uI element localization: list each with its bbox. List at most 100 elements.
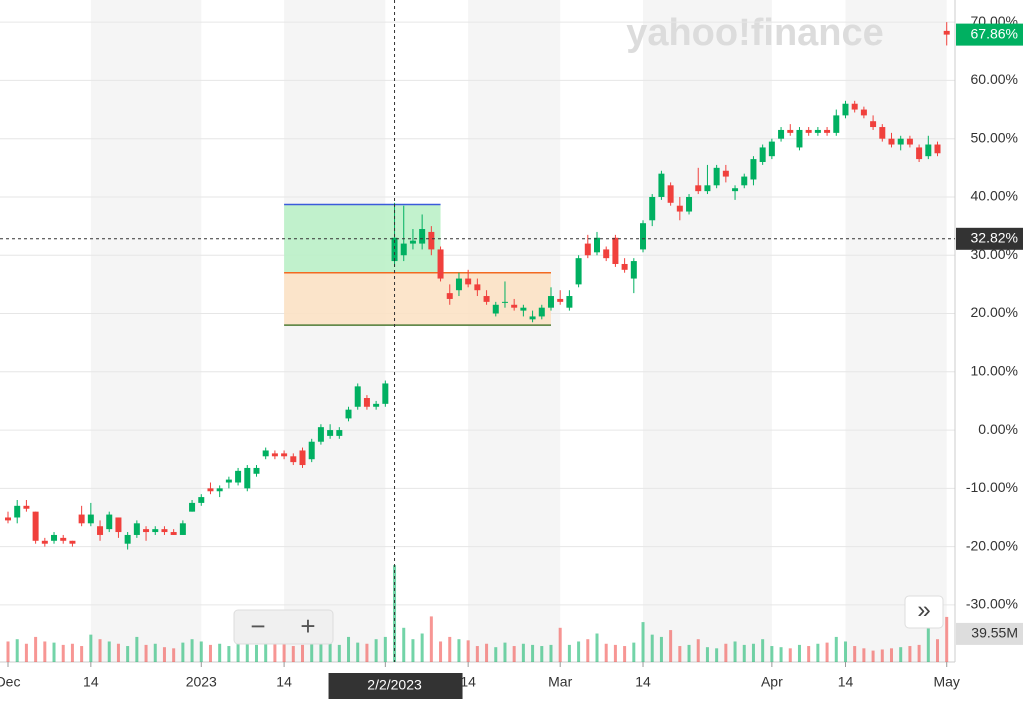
candle-body (768, 141, 775, 157)
crosshair-x-box (328, 673, 463, 699)
volume-bar (779, 647, 783, 662)
last-price-label: 67.86% (971, 25, 1018, 41)
volume-bar (834, 636, 838, 662)
x-tick-label: 2023 (186, 674, 217, 690)
volume-bar (862, 648, 866, 662)
zoom-controls (233, 609, 334, 645)
period-band (284, 0, 386, 662)
candle-body (409, 240, 416, 244)
y-tick-label: -20.00% (966, 537, 1018, 553)
volume-bar (429, 616, 433, 662)
volume-bar (98, 639, 102, 662)
volume-bar (613, 644, 617, 662)
zoom-out-button[interactable]: − (250, 611, 265, 641)
volume-bar (669, 630, 673, 662)
candle-body (87, 514, 94, 524)
candle-body (41, 540, 48, 544)
candle-body (759, 147, 766, 163)
y-tick-label: 30.00% (971, 246, 1018, 262)
volume-bar (485, 643, 489, 662)
volume-bar (641, 622, 645, 662)
volume-bar (678, 646, 682, 662)
volume-bar (577, 641, 581, 662)
volume-bar (632, 642, 636, 662)
candle-body (152, 529, 159, 533)
candle-body (501, 301, 508, 303)
y-tick-label: 20.00% (971, 304, 1018, 320)
candle-body (327, 430, 334, 436)
volume-bar (595, 633, 599, 662)
volume-bar (70, 643, 74, 662)
candle-body (32, 511, 39, 541)
volume-bar (402, 627, 406, 662)
candle-body (179, 523, 186, 535)
volume-bar (926, 627, 930, 662)
candle-body (216, 488, 223, 492)
candle-body (281, 453, 288, 457)
volume-bar (439, 641, 443, 662)
volume-bar (623, 646, 627, 662)
volume-bar (190, 639, 194, 662)
volume-bar (107, 641, 111, 662)
expand-button[interactable]: » (917, 596, 930, 623)
volume-bar (420, 633, 424, 662)
zoom-in-button[interactable]: + (300, 611, 315, 641)
volume-bar (24, 643, 28, 662)
candle-body (317, 427, 324, 442)
volume-bar (797, 644, 801, 662)
candle-body (594, 237, 601, 253)
candle-body (649, 196, 656, 221)
volume-bar (475, 646, 479, 662)
candle-body (363, 398, 370, 407)
volume-bar (89, 634, 93, 662)
candle-body (520, 307, 527, 311)
candle-body (97, 526, 104, 535)
volume-bar (337, 644, 341, 662)
candle-body (106, 514, 113, 530)
volume-bar (687, 644, 691, 662)
candle-body (943, 30, 950, 35)
volume-bar (319, 642, 323, 662)
volume-bar (282, 639, 286, 662)
candle-body (676, 205, 683, 212)
volume-bar (770, 646, 774, 662)
candle-body (170, 532, 177, 535)
volume-bar (742, 644, 746, 662)
y-tick-label: 60.00% (971, 71, 1018, 87)
candle-body (722, 170, 729, 177)
candle-body (547, 296, 554, 308)
volume-bar (34, 636, 38, 662)
x-tick-label: 14 (838, 674, 854, 690)
y-tick-label: -10.00% (966, 479, 1018, 495)
volume-bar (549, 644, 553, 662)
y-tick-label: -30.00% (966, 596, 1018, 612)
candle-body (5, 517, 12, 521)
candle-body (299, 450, 306, 466)
volume-bar (236, 642, 240, 662)
volume-bar (328, 643, 332, 662)
volume-bar (650, 634, 654, 662)
candle-body (640, 223, 647, 250)
x-tick-label: Apr (761, 674, 783, 690)
candle-body (566, 296, 573, 308)
volume-bar (80, 646, 84, 662)
volume-bar (945, 616, 949, 662)
candle-body (888, 138, 895, 145)
candle-body (78, 514, 85, 524)
candle-body (732, 188, 739, 192)
candle-body (741, 176, 748, 186)
candle-body (124, 534, 131, 544)
volume-bar (724, 643, 728, 662)
candle-body (796, 129, 803, 148)
volume-bar (245, 636, 249, 662)
volume-bar (162, 647, 166, 662)
candle-body (925, 144, 932, 157)
crosshair-y-box (956, 227, 1023, 250)
candle-body (373, 403, 380, 407)
candle-body (69, 540, 76, 544)
crosshair-x-label: 2/2/2023 (367, 677, 422, 693)
volume-bar (466, 640, 470, 662)
volume-bar (521, 643, 525, 662)
x-tick-label: May (933, 674, 959, 690)
candle-body (262, 450, 269, 457)
